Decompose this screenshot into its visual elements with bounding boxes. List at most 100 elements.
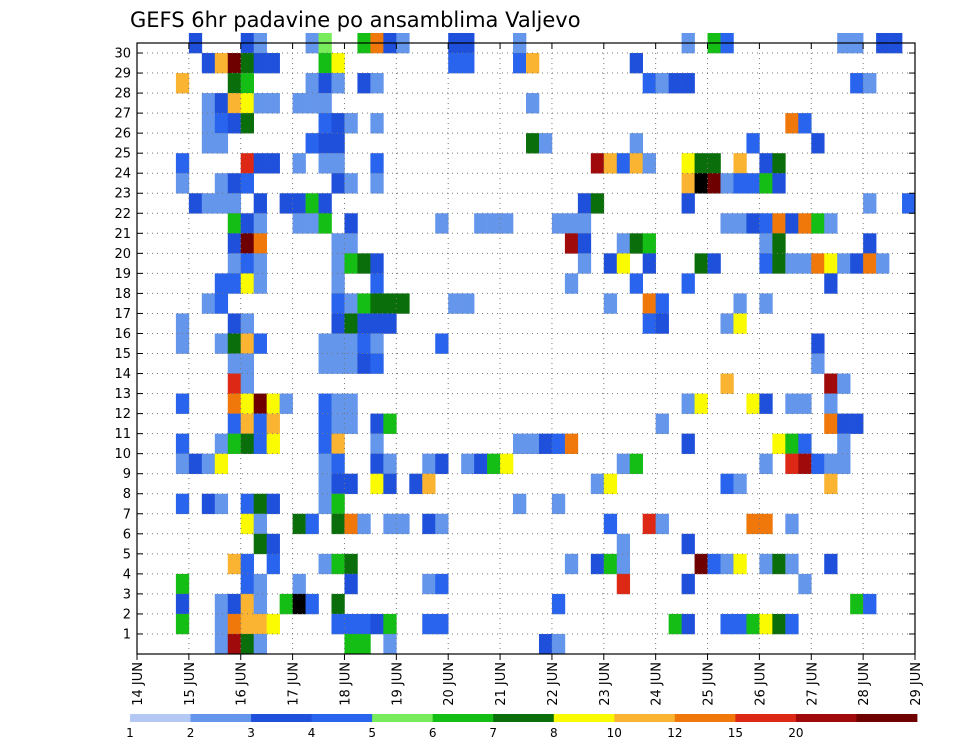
- heatmap-cell: [227, 433, 242, 454]
- heatmap-cell: [487, 213, 501, 234]
- heatmap-cell: [227, 633, 242, 655]
- y-tick-label: 26: [114, 127, 131, 142]
- heatmap-cell: [214, 593, 229, 615]
- heatmap-cell: [214, 53, 229, 74]
- heatmap-cell: [616, 153, 631, 174]
- heatmap-cell: [422, 473, 436, 495]
- heatmap-cell: [681, 273, 695, 294]
- heatmap-cell: [175, 333, 190, 354]
- y-tick-label: 25: [114, 147, 131, 162]
- y-tick-label: 8: [123, 487, 131, 502]
- heatmap-cell: [318, 133, 332, 154]
- heatmap-cell: [292, 93, 306, 114]
- x-tick-label: 19 JUN: [390, 662, 405, 706]
- heatmap-cell: [811, 353, 825, 374]
- x-tick-label: 23 JUN: [598, 662, 613, 706]
- heatmap-cell: [331, 433, 345, 454]
- heatmap-cell: [227, 93, 242, 114]
- heatmap-cell: [344, 393, 358, 414]
- heatmap-cell: [318, 413, 332, 434]
- heatmap-cell: [616, 573, 631, 595]
- heatmap-cell: [227, 53, 242, 74]
- heatmap-cell: [526, 93, 540, 114]
- heatmap-cell: [305, 73, 319, 94]
- heatmap-cell: [175, 313, 190, 334]
- heatmap-cell: [240, 253, 254, 274]
- heatmap-cell: [370, 173, 384, 194]
- heatmap-cell: [824, 373, 838, 394]
- heatmap-cell: [772, 213, 786, 234]
- heatmap-cell: [201, 53, 216, 74]
- heatmap-cell: [240, 513, 254, 535]
- heatmap-cell: [785, 613, 799, 635]
- heatmap-cell: [227, 393, 242, 414]
- heatmap-cell: [785, 213, 799, 234]
- heatmap-cell: [357, 633, 371, 655]
- heatmap-cell: [759, 513, 773, 535]
- heatmap-cell: [590, 193, 605, 214]
- heatmap-cell: [240, 573, 254, 595]
- heatmap-cell: [668, 73, 682, 94]
- heatmap-cell: [175, 393, 190, 414]
- heatmap-cell: [240, 633, 254, 655]
- heatmap-cell: [798, 433, 812, 454]
- heatmap-cell: [318, 433, 332, 454]
- heatmap-cell: [642, 233, 656, 254]
- heatmap-cell: [344, 613, 358, 635]
- heatmap-cell: [370, 313, 384, 334]
- heatmap-cell: [331, 273, 345, 294]
- heatmap-cell: [344, 633, 358, 655]
- y-tick-label: 13: [114, 387, 131, 402]
- heatmap-cell: [240, 233, 254, 254]
- y-tick-labels: 1234567891011121314151617181920212223242…: [114, 47, 131, 643]
- heatmap-cell: [175, 573, 190, 595]
- heatmap-cell: [344, 473, 358, 495]
- heatmap-cell: [344, 173, 358, 194]
- heatmap-cell: [824, 253, 838, 274]
- heatmap-cell: [240, 553, 254, 575]
- heatmap-cell: [551, 593, 566, 615]
- heatmap-cell: [344, 213, 358, 234]
- heatmap-cell: [396, 513, 410, 535]
- heatmap-cell: [837, 453, 851, 474]
- heatmap-cell: [500, 453, 514, 474]
- x-tick-label: 20 JUN: [442, 662, 457, 706]
- heatmap-cell: [422, 613, 436, 635]
- heatmap-cell: [253, 633, 267, 655]
- heatmap-cell: [253, 513, 267, 535]
- heatmap-cell: [538, 433, 553, 454]
- heatmap-cell: [759, 293, 773, 314]
- heatmap-cell: [175, 173, 190, 194]
- heatmap-cell: [902, 193, 916, 214]
- heatmap-cell: [642, 293, 656, 314]
- heatmap-cell: [681, 533, 695, 555]
- colorbar-swatch: [735, 714, 797, 722]
- heatmap-cell: [344, 513, 358, 535]
- heatmap-cell: [370, 433, 384, 454]
- heatmap-cell: [214, 633, 229, 655]
- heatmap-cell: [344, 413, 358, 434]
- heatmap-cell: [240, 53, 254, 74]
- heatmap-cell: [318, 553, 332, 575]
- x-tick-label: 21 JUN: [494, 662, 509, 706]
- heatmap-cell: [720, 553, 734, 575]
- heatmap-cell: [461, 453, 475, 474]
- heatmap-cell: [201, 453, 216, 474]
- heatmap-cell: [616, 553, 631, 575]
- heatmap-cell: [227, 73, 242, 94]
- heatmap-cell: [266, 613, 280, 635]
- heatmap-cell: [474, 453, 488, 474]
- heatmap-cell: [772, 153, 786, 174]
- heatmap-cell: [863, 73, 877, 94]
- heatmap-cell: [694, 253, 708, 274]
- y-tick-label: 23: [114, 187, 131, 202]
- heatmap-cell: [513, 53, 527, 74]
- heatmap-cell: [746, 173, 760, 194]
- heatmap-cell: [694, 153, 708, 174]
- heatmap-cell: [266, 433, 280, 454]
- heatmap-cell: [279, 393, 293, 414]
- heatmap-cell: [253, 333, 267, 354]
- heatmap-cell: [240, 393, 254, 414]
- heatmap-cell: [357, 73, 371, 94]
- heatmap-cell: [214, 173, 229, 194]
